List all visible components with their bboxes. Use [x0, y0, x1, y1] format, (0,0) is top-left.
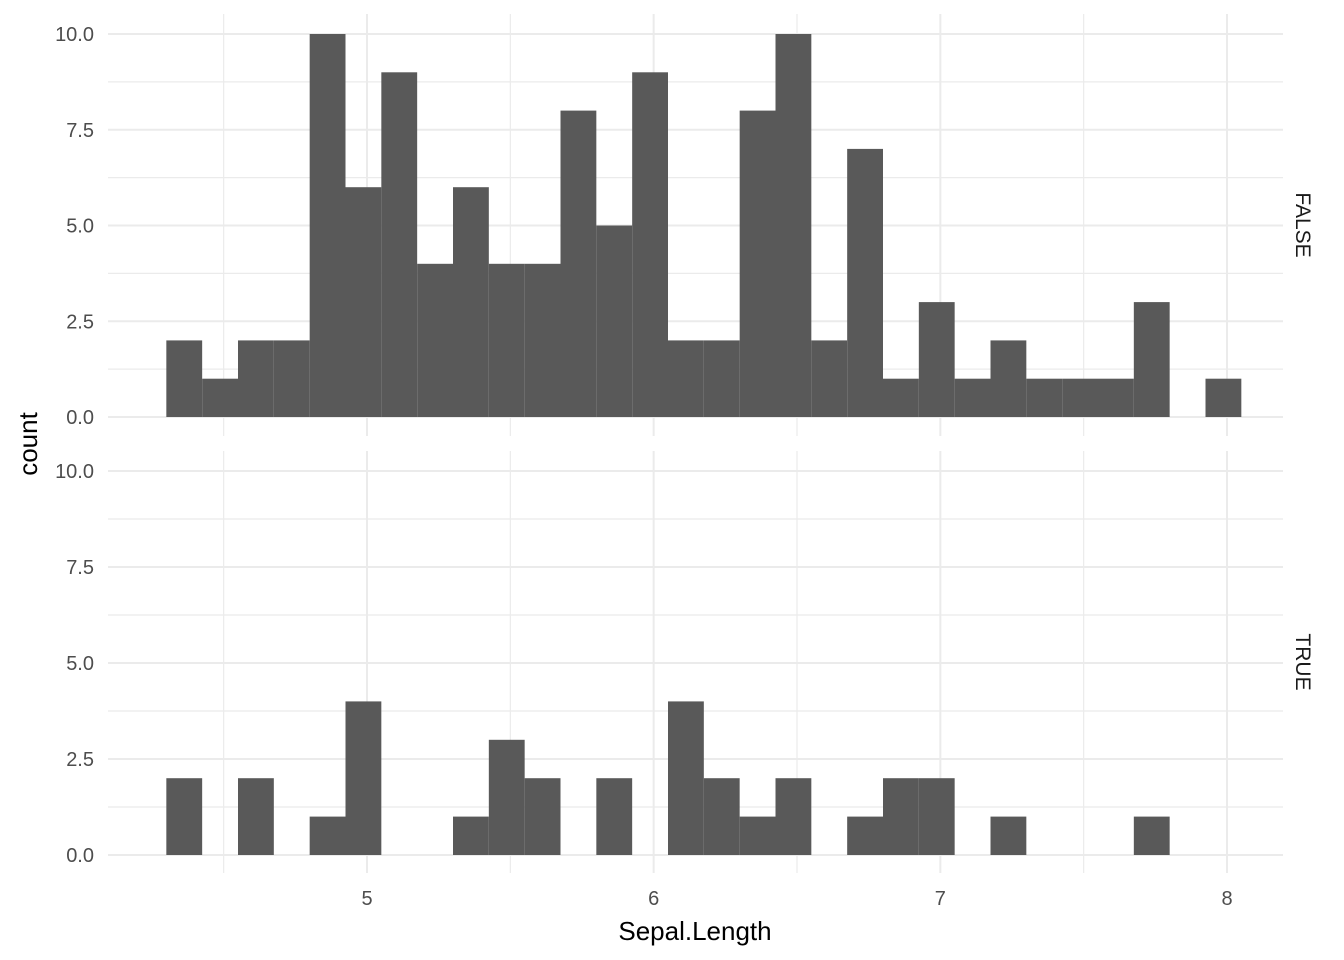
- y-tick-label: 10.0: [55, 24, 94, 46]
- x-tick-label: 6: [648, 888, 659, 910]
- histogram-bar: [417, 263, 453, 417]
- histogram-bar: [739, 110, 776, 417]
- histogram-bar: [1098, 378, 1134, 417]
- x-axis-title: Sepal.Length: [618, 916, 771, 946]
- y-tick-label: 2.5: [66, 749, 94, 771]
- x-tick-label: 8: [1221, 888, 1232, 910]
- y-axis-title: count: [13, 411, 43, 475]
- histogram-bar: [345, 187, 382, 417]
- histogram-bar: [1133, 302, 1170, 417]
- facet-strip-label: FALSE: [1291, 192, 1314, 257]
- y-tick-label: 0.0: [66, 845, 94, 867]
- histogram-bar: [632, 72, 668, 418]
- histogram-bar: [1133, 816, 1170, 855]
- histogram-bar: [524, 778, 561, 855]
- histogram-bar: [166, 340, 203, 417]
- histogram-bar: [560, 110, 597, 417]
- histogram-bar: [703, 778, 740, 855]
- histogram-bar: [918, 302, 955, 417]
- x-axis: 5 6 7 8: [361, 888, 1232, 910]
- histogram-bar: [883, 778, 919, 855]
- x-tick-label: 5: [361, 888, 372, 910]
- histogram-bar: [381, 72, 418, 418]
- y-tick-label: 5.0: [66, 216, 94, 238]
- histogram-bar: [453, 187, 489, 417]
- histogram-bar: [596, 778, 633, 855]
- histogram-bar: [596, 225, 633, 417]
- histogram-bar: [273, 340, 310, 417]
- histogram-bar: [739, 816, 776, 855]
- histogram-bar: [847, 816, 883, 855]
- histogram-bar: [1026, 378, 1063, 417]
- y-tick-label: 0.0: [66, 407, 94, 429]
- histogram-bar: [918, 778, 955, 855]
- histogram-bar: [775, 778, 812, 855]
- y-tick-label: 7.5: [66, 557, 94, 579]
- y-tick-label: 10.0: [55, 461, 94, 483]
- histogram-bar: [847, 148, 883, 417]
- histogram-bar: [524, 263, 561, 417]
- facet-panel-false: 0.0 2.5 5.0 7.5 10.0 FALSE: [55, 14, 1314, 436]
- histogram-bar: [453, 816, 489, 855]
- histogram-bar: [309, 816, 346, 855]
- y-tick-label: 2.5: [66, 311, 94, 333]
- histogram-bar: [238, 340, 274, 417]
- histogram-bar: [703, 340, 740, 417]
- histogram-bar: [990, 816, 1027, 855]
- histogram-bar: [668, 340, 704, 417]
- histogram-bar: [954, 378, 991, 417]
- histogram-bar: [1062, 378, 1098, 417]
- histogram-bar: [309, 34, 346, 417]
- histogram-bar: [345, 701, 382, 855]
- histogram-bar: [883, 378, 919, 417]
- histogram-bar: [990, 340, 1027, 417]
- y-tick-label: 7.5: [66, 120, 94, 142]
- histogram-bar: [488, 739, 525, 855]
- y-tick-label: 5.0: [66, 653, 94, 675]
- histogram-bar: [668, 701, 704, 855]
- histogram-bar: [811, 340, 848, 417]
- facet-panel-true: 0.0 2.5 5.0 7.5 10.0 TRUE: [55, 451, 1314, 873]
- histogram-bar: [202, 378, 238, 417]
- histogram-bar: [775, 34, 812, 417]
- histogram-bar: [1205, 378, 1242, 417]
- histogram-bar: [238, 778, 274, 855]
- x-tick-label: 7: [935, 888, 946, 910]
- facet-strip-label: TRUE: [1291, 633, 1314, 690]
- histogram-bar: [488, 263, 525, 417]
- histogram-bar: [166, 778, 203, 855]
